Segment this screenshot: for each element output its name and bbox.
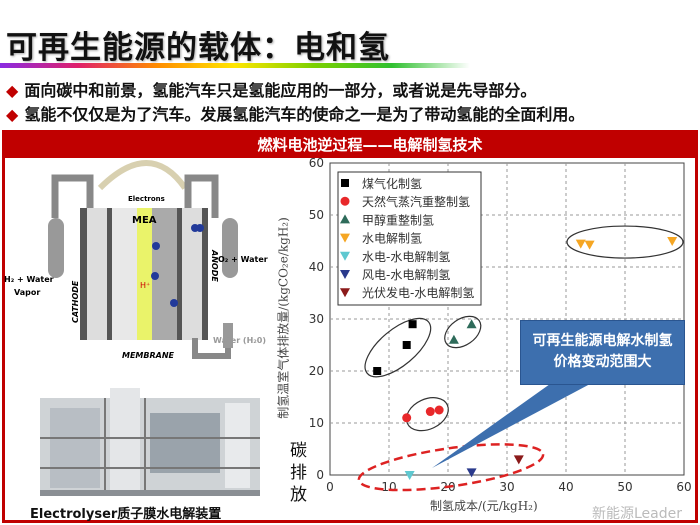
bullet-text: 面向碳中和前景，氢能汽车只是氢能应用的一部分，或者说是先导部分。: [24, 81, 537, 100]
x-tick-label: 40: [558, 480, 573, 494]
page-title: 可再生能源的载体：电和氢: [6, 30, 390, 66]
anode-label: ANODE: [210, 249, 219, 282]
legend-marker: [340, 196, 350, 206]
data-point: [466, 319, 477, 329]
data-point: [466, 468, 477, 478]
carbon-emission-label: 碳排放: [290, 441, 307, 505]
mea-label: MEA: [132, 215, 157, 226]
data-point: [373, 367, 382, 375]
electrolyser-photo: [40, 388, 260, 496]
cathode-label: CATHODE: [71, 280, 80, 323]
y-tick-label: 60: [309, 156, 324, 170]
y-axis-label: 制氢温室气体排放量/(kgCO₂e/kgH₂): [276, 217, 291, 419]
y-tick-label: 0: [316, 468, 324, 482]
diamond-icon: ◆: [6, 105, 19, 124]
x-tick-label: 10: [381, 480, 396, 494]
y-tick-label: 50: [309, 208, 324, 222]
legend-label: 风电-水电解制氢: [362, 267, 450, 282]
data-point: [584, 240, 595, 250]
diamond-icon: ◆: [6, 81, 19, 100]
data-point: [575, 239, 586, 249]
legend-label: 煤气化制氢: [362, 176, 422, 191]
data-point: [425, 407, 435, 417]
group-ellipse: [357, 443, 545, 492]
group-ellipse: [444, 315, 482, 349]
section-header: 燃料电池逆过程——电解制氢技术: [5, 133, 695, 158]
o2-label: O₂ + Water: [218, 255, 268, 264]
y-tick-label: 20: [309, 364, 324, 378]
data-point: [408, 320, 417, 329]
x-tick-label: 30: [499, 480, 514, 494]
legend-label: 光伏发电-水电解制氢: [362, 285, 474, 300]
group-ellipse: [405, 397, 449, 432]
data-point: [667, 237, 678, 246]
legend-marker: [340, 270, 350, 279]
vapor-label: Vapor: [14, 288, 40, 297]
h-plus-label: H⁺: [140, 281, 150, 290]
callout-line-2: 价格变动范围大: [553, 354, 652, 370]
bullet-2: ◆ 氢能不仅仅是为了汽车。发展氢能汽车的使命之一是为了带动氢能的全面利用。: [6, 101, 584, 125]
data-point: [434, 405, 444, 415]
watermark: 新能源Leader: [592, 506, 683, 522]
legend-label: 水电解制氢: [362, 231, 422, 246]
legend-label: 天然气蒸汽重整制氢: [362, 194, 470, 209]
data-point: [513, 455, 524, 465]
legend-box: [337, 171, 482, 306]
data-point: [448, 334, 459, 344]
bullet-1: ◆ 面向碳中和前景，氢能汽车只是氢能应用的一部分，或者说是先导部分。: [6, 77, 536, 101]
x-axis-label: 制氢成本/(元/kgH₂): [430, 499, 538, 513]
x-tick-label: 60: [676, 480, 691, 494]
content-frame: 燃料电池逆过程——电解制氢技术: [2, 130, 698, 523]
water-label: Water (H₂0): [213, 336, 266, 345]
legend-marker: [340, 214, 350, 224]
legend-label: 甲醇重整制氢: [362, 212, 434, 227]
group-ellipse: [566, 225, 684, 259]
h2-label: H₂ + Water: [4, 275, 54, 284]
photo-caption: Electrolyser质子膜水电解装置: [30, 507, 222, 522]
data-point: [404, 471, 415, 480]
electrons-label: Electrons: [128, 195, 165, 203]
electrolysis-cell-diagram: Electrons MEA H⁺ CATHODE ANODE MEMBRANE …: [4, 160, 268, 360]
x-tick-label: 0: [326, 480, 334, 494]
membrane-label: MEMBRANE: [122, 351, 175, 360]
callout-pointer: [432, 384, 590, 468]
y-tick-label: 30: [309, 312, 324, 326]
legend-label: 水电-水电解制氢: [362, 249, 450, 264]
title-underline: [0, 63, 470, 68]
data-point: [402, 413, 412, 423]
y-tick-label: 40: [309, 260, 324, 274]
legend-marker: [340, 251, 350, 261]
legend-marker: [340, 233, 350, 243]
legend-marker: [340, 288, 350, 298]
group-ellipse: [364, 317, 432, 378]
y-tick-label: 10: [309, 416, 324, 430]
bullet-text: 氢能不仅仅是为了汽车。发展氢能汽车的使命之一是为了带动氢能的全面利用。: [24, 105, 585, 124]
x-tick-label: 50: [617, 480, 632, 494]
callout-box: 可再生能源电解水制氢 价格变动范围大: [520, 320, 685, 385]
data-point: [402, 341, 411, 349]
callout-line-1: 可再生能源电解水制氢: [532, 333, 673, 349]
legend-marker: [341, 179, 349, 187]
